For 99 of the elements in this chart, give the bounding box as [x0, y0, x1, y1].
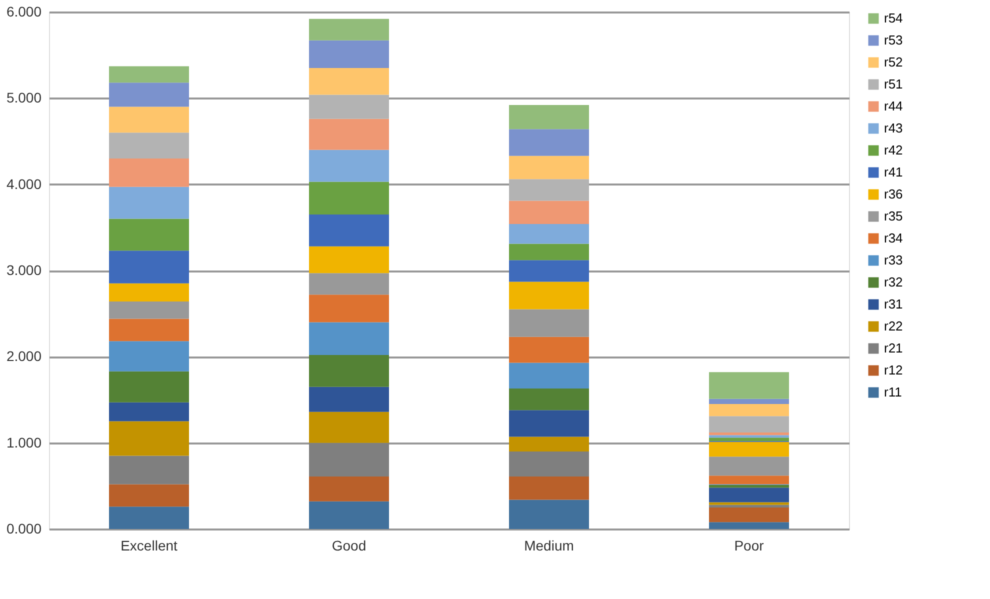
- bar: [509, 156, 589, 180]
- bar: [309, 18, 389, 40]
- x-tick-label: Excellent: [120, 538, 178, 554]
- legend-label: r52: [884, 54, 903, 70]
- y-tick-label: 2.000: [6, 348, 42, 364]
- y-tick-label: 4.000: [6, 176, 42, 192]
- bar: [709, 456, 789, 476]
- bar: [309, 354, 389, 387]
- legend-label: r42: [884, 142, 903, 158]
- legend-label: r36: [884, 186, 903, 202]
- bar: [509, 224, 589, 244]
- bar: [709, 504, 789, 508]
- bar: [509, 179, 589, 201]
- bar: [509, 410, 589, 437]
- bar: [509, 451, 589, 476]
- legend-label: r33: [884, 252, 903, 268]
- legend-label: r51: [884, 76, 903, 92]
- bar: [509, 260, 589, 282]
- legend-label: r43: [884, 120, 903, 136]
- bar: [109, 82, 189, 107]
- bar: [309, 182, 389, 214]
- bar: [509, 476, 589, 500]
- y-tick-label: 5.000: [6, 90, 42, 106]
- bar: [509, 336, 589, 363]
- bar: [709, 432, 789, 436]
- bar: [709, 416, 789, 432]
- legend-label: r11: [884, 384, 902, 400]
- bar: [109, 456, 189, 484]
- bar: [109, 158, 189, 187]
- bar: [309, 214, 389, 246]
- bar: [509, 388, 589, 410]
- legend-label: r54: [884, 10, 903, 26]
- legend-label: r12: [884, 362, 903, 378]
- bar: [109, 341, 189, 372]
- bar: [109, 106, 189, 133]
- bar: [309, 322, 389, 355]
- bar: [709, 398, 789, 404]
- bar: [709, 507, 789, 522]
- bar: [109, 283, 189, 302]
- bar: [309, 501, 389, 529]
- bar: [309, 412, 389, 443]
- bar: [709, 476, 789, 484]
- bar: [309, 476, 389, 502]
- legend-label: r53: [884, 32, 903, 48]
- bar: [109, 186, 189, 219]
- bar: [109, 484, 189, 507]
- bar: [509, 105, 589, 130]
- bar: [709, 372, 789, 399]
- bar: [109, 371, 189, 402]
- legend-label: r21: [884, 340, 903, 356]
- bar: [709, 502, 789, 505]
- legend-label: r34: [884, 230, 903, 246]
- bar: [309, 40, 389, 68]
- bar: [109, 66, 189, 83]
- x-tick-label: Poor: [734, 538, 764, 554]
- y-tick-label: 6.000: [6, 4, 42, 20]
- bar: [109, 318, 189, 342]
- y-tick-label: 1.000: [6, 434, 42, 450]
- legend-label: r41: [884, 164, 903, 180]
- bar: [309, 273, 389, 295]
- bar: [309, 68, 389, 95]
- bar: [109, 250, 189, 284]
- bar: [709, 404, 789, 416]
- bar: [509, 362, 589, 389]
- bar: [509, 200, 589, 224]
- bar: [109, 421, 189, 456]
- bar: [509, 500, 589, 529]
- bar: [309, 442, 389, 476]
- x-tick-label: Medium: [524, 538, 574, 554]
- bar: [109, 302, 189, 319]
- bar: [309, 118, 389, 150]
- bar: [709, 522, 789, 529]
- bar: [509, 129, 589, 156]
- bar: [709, 485, 789, 488]
- y-tick-label: 3.000: [6, 262, 42, 278]
- bar: [509, 244, 589, 260]
- bar: [309, 94, 389, 119]
- bar: [109, 132, 189, 158]
- y-tick-label: 0.000: [6, 520, 42, 536]
- bar: [109, 218, 189, 251]
- x-tick-label: Good: [332, 538, 366, 554]
- bar: [309, 294, 389, 322]
- legend-label: r35: [884, 208, 903, 224]
- bar: [109, 402, 189, 422]
- bar: [509, 309, 589, 337]
- bar: [509, 282, 589, 310]
- bar: [709, 442, 789, 457]
- bar: [709, 438, 789, 442]
- legend-label: r44: [884, 98, 903, 114]
- bar: [109, 506, 189, 529]
- bar: [709, 488, 789, 502]
- bar: [709, 435, 789, 438]
- bar: [309, 246, 389, 274]
- legend-label: r32: [884, 274, 903, 290]
- bar: [309, 150, 389, 182]
- legend-label: r31: [884, 296, 903, 312]
- bar: [509, 436, 589, 452]
- legend-label: r22: [884, 318, 903, 334]
- bar: [309, 386, 389, 412]
